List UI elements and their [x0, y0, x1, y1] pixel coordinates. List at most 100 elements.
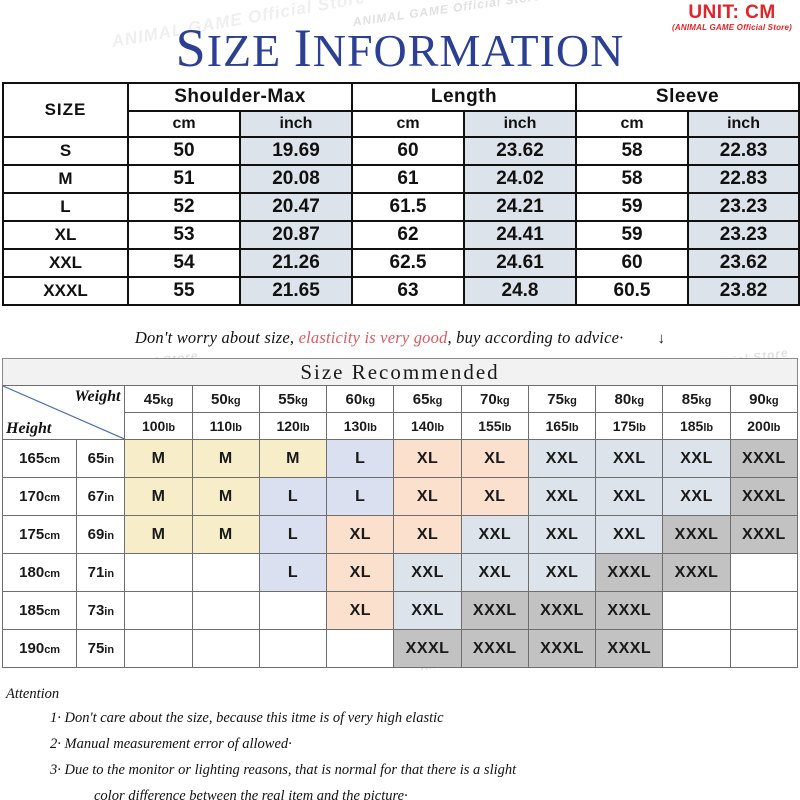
weight-axis-label: Weight — [74, 388, 121, 405]
measure-group-header-1: Length — [350, 82, 578, 112]
measure-value: 53 — [127, 220, 241, 250]
measure-value: 52 — [127, 192, 241, 222]
recommended-size-cell — [326, 629, 395, 668]
measure-group-header-2: Sleeve — [575, 82, 800, 112]
measure-value: 58 — [575, 136, 690, 166]
size-label: XXXL — [2, 276, 129, 306]
recommended-size-cell — [191, 629, 260, 668]
height-in-label: 71in — [76, 553, 126, 592]
weight-lb-header: 185lb — [662, 412, 731, 440]
measure-value: 63 — [351, 276, 465, 306]
recommended-size-cell: XXL — [460, 553, 529, 592]
size-label: M — [2, 164, 129, 194]
measure-value: 62.5 — [351, 248, 465, 278]
table-row: S 50 19.69 60 23.62 58 22.83 — [2, 136, 800, 166]
recommended-size-cell: L — [258, 515, 328, 554]
weight-lb-header: 200lb — [729, 412, 799, 440]
recommended-size-cell: XXL — [595, 515, 664, 554]
recommended-size-cell: XXL — [662, 439, 731, 478]
recommended-size-cell — [124, 629, 193, 668]
recommended-size-cell: XXL — [393, 553, 462, 592]
weight-lb-header: 175lb — [595, 412, 664, 440]
recommended-size-cell: XXXL — [662, 553, 731, 592]
recommended-size-cell: XXXL — [595, 553, 664, 592]
table-row: XXXL 55 21.65 63 24.8 60.5 23.82 — [2, 276, 800, 306]
weight-lb-header: 165lb — [527, 412, 597, 440]
measure-value: 20.47 — [239, 192, 353, 222]
measure-value: 54 — [127, 248, 241, 278]
measure-value: 22.83 — [687, 136, 800, 166]
recommended-size-cell: XXL — [527, 439, 597, 478]
recommendation-row: 190cm 75in XXXL XXXL XXXL XXXL — [1, 629, 799, 668]
recommended-size-cell: M — [191, 439, 260, 478]
weight-lb-header-row: 100lb 110lb 120lb 130lb 140lb 155lb 165lb 175lb… — [3, 412, 799, 440]
size-label: L — [2, 192, 129, 222]
weight-lb-header: 140lb — [393, 412, 462, 440]
height-in-label: 73in — [76, 591, 126, 630]
recommended-size-cell: XXL — [595, 439, 664, 478]
recommended-size-cell: M — [258, 439, 328, 478]
recommended-size-cell: XXXL — [729, 477, 799, 516]
height-in-label: 65in — [76, 439, 126, 478]
measure-value: 62 — [351, 220, 465, 250]
recommended-size-cell: XL — [326, 515, 395, 554]
measure-value: 23.62 — [462, 136, 578, 166]
measure-value: 19.69 — [239, 136, 353, 166]
table-header-row: SIZE Shoulder-Max Length Sleeve — [2, 82, 800, 138]
weight-kg-header: 80kg — [595, 385, 664, 413]
height-in-label: 69in — [76, 515, 126, 554]
recommended-size-cell: XL — [460, 477, 529, 516]
weight-kg-header: 90kg — [729, 385, 799, 413]
recommended-size-cell — [191, 553, 260, 592]
unit-header-inch-5: inch — [687, 110, 800, 138]
measure-value: 24.41 — [462, 220, 578, 250]
recommended-size-cell — [124, 591, 193, 630]
weight-kg-header: 85kg — [662, 385, 731, 413]
recommended-size-cell: XXL — [460, 515, 529, 554]
table-row: M 51 20.08 61 24.02 58 22.83 — [2, 164, 800, 194]
measure-value: 20.08 — [239, 164, 353, 194]
unit-header-cm-0: cm — [127, 110, 241, 138]
recommended-size-cell: M — [124, 515, 193, 554]
recommended-size-cell: XL — [393, 515, 462, 554]
unit-header-inch-3: inch — [462, 110, 578, 138]
measure-value: 21.65 — [239, 276, 353, 306]
measure-group-header-0: Shoulder-Max — [127, 82, 353, 112]
weight-kg-header: 75kg — [527, 385, 597, 413]
unit-header-cm-2: cm — [351, 110, 465, 138]
recommended-size-cell — [258, 629, 328, 668]
recommended-size-cell: M — [191, 477, 260, 516]
height-in-label: 75in — [76, 629, 126, 668]
measure-value: 59 — [575, 220, 690, 250]
weight-kg-header: 45kg — [124, 385, 193, 413]
store-name: (ANIMAL GAME Official Store) — [672, 23, 792, 32]
recommendation-row: 180cm 71in L XL XXL XXL XXL XXXL XXXL — [1, 553, 799, 592]
recommendation-row: 170cm 67in M M L L XL XL XXL XXL XXL XXXL — [1, 477, 799, 516]
down-arrow-icon: ↓ — [657, 331, 666, 347]
table-row: L 52 20.47 61.5 24.21 59 23.23 — [2, 192, 800, 222]
table-row: XXL 54 21.26 62.5 24.61 60 23.62 — [2, 248, 800, 278]
measure-value: 23.23 — [687, 220, 800, 250]
measure-value: 60.5 — [575, 276, 690, 306]
recommended-size-cell — [729, 629, 799, 668]
weight-lb-header: 120lb — [258, 412, 328, 440]
size-column-header: SIZE — [2, 82, 129, 138]
unit-badge: UNIT: CM (ANIMAL GAME Official Store) — [672, 2, 792, 32]
measure-value: 58 — [575, 164, 690, 194]
height-axis-label: Height — [6, 420, 52, 437]
recommended-size-cell: XL — [326, 553, 395, 592]
recommended-size-cell — [662, 629, 731, 668]
unit-label: UNIT: CM — [688, 2, 776, 23]
recommended-size-cell: XXXL — [527, 591, 597, 630]
recommended-size-cell: XL — [393, 439, 462, 478]
measure-value: 21.26 — [239, 248, 353, 278]
recommended-size-cell: XXXL — [460, 629, 529, 668]
recommended-size-cell: XXXL — [595, 591, 664, 630]
size-information-table-wrapper: SIZE Shoulder-Max Length Sleeve cm inch cm inch… — [2, 82, 800, 306]
recommended-size-cell: XXL — [527, 553, 597, 592]
weight-kg-header: 55kg — [258, 385, 328, 413]
recommended-size-cell: XL — [460, 439, 529, 478]
weight-kg-header: 60kg — [326, 385, 395, 413]
recommended-size-cell — [258, 591, 328, 630]
